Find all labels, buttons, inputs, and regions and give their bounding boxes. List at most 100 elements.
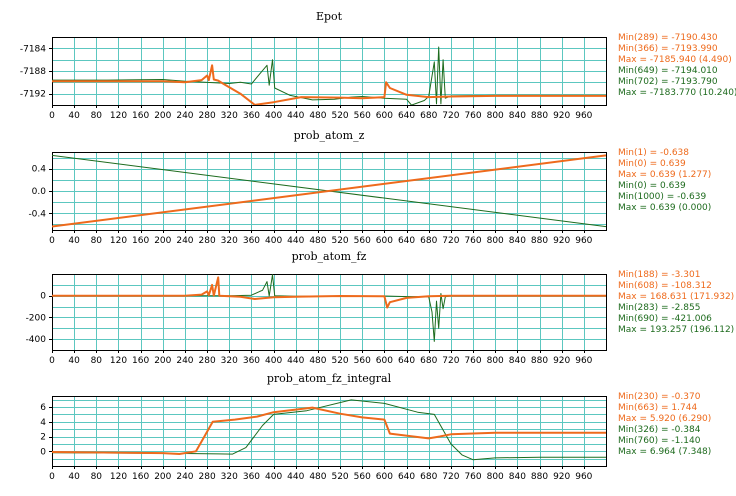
y-tick-label: 2 bbox=[40, 433, 46, 443]
y-tick-label: -200 bbox=[26, 313, 47, 323]
x-tick-label: 80 bbox=[91, 236, 103, 246]
y-tick-label: -7184 bbox=[20, 44, 46, 54]
x-tick-label: 840 bbox=[509, 236, 526, 246]
x-tick-label: 280 bbox=[199, 472, 216, 482]
stat-label: Min(289) = -7190.430 bbox=[618, 33, 718, 43]
x-tick-label: 400 bbox=[265, 356, 282, 366]
x-tick-label: 360 bbox=[243, 472, 260, 482]
x-tick-label: 560 bbox=[354, 236, 371, 246]
stat-label: Max = 5.920 (6.290) bbox=[618, 414, 711, 424]
stat-label: Min(326) = -0.384 bbox=[618, 425, 701, 435]
x-tick-label: 320 bbox=[221, 236, 238, 246]
stat-label: Min(760) = -1.140 bbox=[618, 436, 701, 446]
x-tick-label: 760 bbox=[464, 356, 481, 366]
x-tick-label: 520 bbox=[331, 356, 348, 366]
x-tick-label: 280 bbox=[199, 356, 216, 366]
stat-label: Max = 168.631 (171.932) bbox=[618, 292, 734, 302]
x-tick-label: 600 bbox=[376, 236, 393, 246]
x-tick-label: 240 bbox=[176, 111, 193, 121]
x-tick-label: 960 bbox=[575, 472, 592, 482]
chart-title: prob_atom_fz_integral bbox=[267, 372, 392, 385]
x-tick-label: 40 bbox=[68, 111, 80, 121]
stat-label: Min(690) = -421.006 bbox=[618, 314, 712, 324]
chart-title: prob_atom_fz bbox=[292, 250, 367, 263]
x-tick-label: 80 bbox=[91, 356, 103, 366]
stat-label: Min(283) = -2.855 bbox=[618, 303, 700, 313]
x-tick-label: 480 bbox=[309, 472, 326, 482]
plot-frame bbox=[52, 274, 607, 351]
x-tick-label: 280 bbox=[199, 236, 216, 246]
chart-panel-1: Epot 0 40 80 120 160 200 240 280 320 360 400 440 480 5… bbox=[20, 10, 736, 121]
x-tick-label: 320 bbox=[221, 111, 238, 121]
x-tick-label: 920 bbox=[553, 111, 570, 121]
x-tick-label: 680 bbox=[420, 111, 437, 121]
x-tick-label: 960 bbox=[575, 236, 592, 246]
stat-label: Max = -7185.940 (4.490) bbox=[618, 55, 732, 65]
x-tick-label: 400 bbox=[265, 472, 282, 482]
stat-label: Min(649) = -7194.010 bbox=[618, 66, 718, 76]
y-tick-label: 0.4 bbox=[32, 165, 47, 175]
chart-panel-3: prob_atom_fz 0 40 80 120 160 200 240 280 320 360 40… bbox=[26, 250, 735, 366]
stat-label: Min(0) = 0.639 bbox=[618, 181, 686, 191]
x-tick-label: 0 bbox=[49, 236, 55, 246]
x-tick-label: 200 bbox=[154, 236, 171, 246]
x-tick-label: 120 bbox=[110, 356, 127, 366]
x-tick-label: 80 bbox=[91, 472, 103, 482]
x-tick-label: 720 bbox=[442, 356, 459, 366]
series-line-orange bbox=[52, 64, 606, 105]
x-tick-label: 400 bbox=[265, 236, 282, 246]
series-line-orange bbox=[52, 276, 606, 309]
chart-panel-2: prob_atom_z 0 40 80 120 160 200 240 280 320 360 400… bbox=[28, 129, 711, 246]
x-tick-label: 840 bbox=[509, 111, 526, 121]
x-tick-label: 520 bbox=[331, 472, 348, 482]
x-tick-label: 880 bbox=[531, 472, 548, 482]
x-tick-label: 760 bbox=[464, 236, 481, 246]
x-tick-label: 520 bbox=[331, 111, 348, 121]
x-tick-label: 640 bbox=[398, 236, 415, 246]
plot-frame bbox=[52, 396, 607, 467]
chart-title: Epot bbox=[316, 10, 343, 23]
x-tick-label: 240 bbox=[176, 356, 193, 366]
x-tick-label: 520 bbox=[331, 236, 348, 246]
x-tick-label: 480 bbox=[309, 111, 326, 121]
stat-label: Max = 0.639 (0.000) bbox=[618, 203, 711, 213]
x-tick-label: 80 bbox=[91, 111, 103, 121]
x-tick-label: 160 bbox=[132, 356, 149, 366]
stat-label: Min(663) = 1.744 bbox=[618, 403, 697, 413]
series-line-orange bbox=[52, 154, 606, 228]
stat-label: Min(608) = -108.312 bbox=[618, 281, 712, 291]
chart-title: prob_atom_z bbox=[294, 129, 365, 142]
x-tick-label: 40 bbox=[68, 472, 80, 482]
x-tick-label: 120 bbox=[110, 472, 127, 482]
x-tick-label: 440 bbox=[287, 236, 304, 246]
x-tick-label: 880 bbox=[531, 356, 548, 366]
x-tick-label: 360 bbox=[243, 236, 260, 246]
y-tick-label: -400 bbox=[26, 335, 47, 345]
x-tick-label: 920 bbox=[553, 236, 570, 246]
x-tick-label: 640 bbox=[398, 472, 415, 482]
x-tick-label: 800 bbox=[487, 236, 504, 246]
y-tick-label: -7188 bbox=[20, 67, 46, 77]
y-tick-label: 0 bbox=[40, 292, 46, 302]
y-tick-label: 4 bbox=[40, 418, 46, 428]
x-tick-label: 800 bbox=[487, 111, 504, 121]
y-tick-label: 6 bbox=[40, 403, 46, 413]
x-tick-label: 880 bbox=[531, 111, 548, 121]
x-tick-label: 320 bbox=[221, 472, 238, 482]
x-tick-label: 440 bbox=[287, 356, 304, 366]
plot-frame bbox=[52, 37, 607, 106]
x-tick-label: 720 bbox=[442, 111, 459, 121]
x-tick-label: 200 bbox=[154, 356, 171, 366]
stat-label: Min(702) = -7193.790 bbox=[618, 77, 718, 87]
x-tick-label: 600 bbox=[376, 472, 393, 482]
x-tick-label: 480 bbox=[309, 236, 326, 246]
x-tick-label: 680 bbox=[420, 472, 437, 482]
x-tick-label: 120 bbox=[110, 236, 127, 246]
stat-label: Max = 193.257 (196.112) bbox=[618, 325, 734, 335]
stat-label: Min(366) = -7193.990 bbox=[618, 44, 718, 54]
x-tick-label: 840 bbox=[509, 472, 526, 482]
stat-label: Max = 6.964 (7.348) bbox=[618, 447, 711, 457]
stat-label: Min(1000) = -0.639 bbox=[618, 192, 706, 202]
